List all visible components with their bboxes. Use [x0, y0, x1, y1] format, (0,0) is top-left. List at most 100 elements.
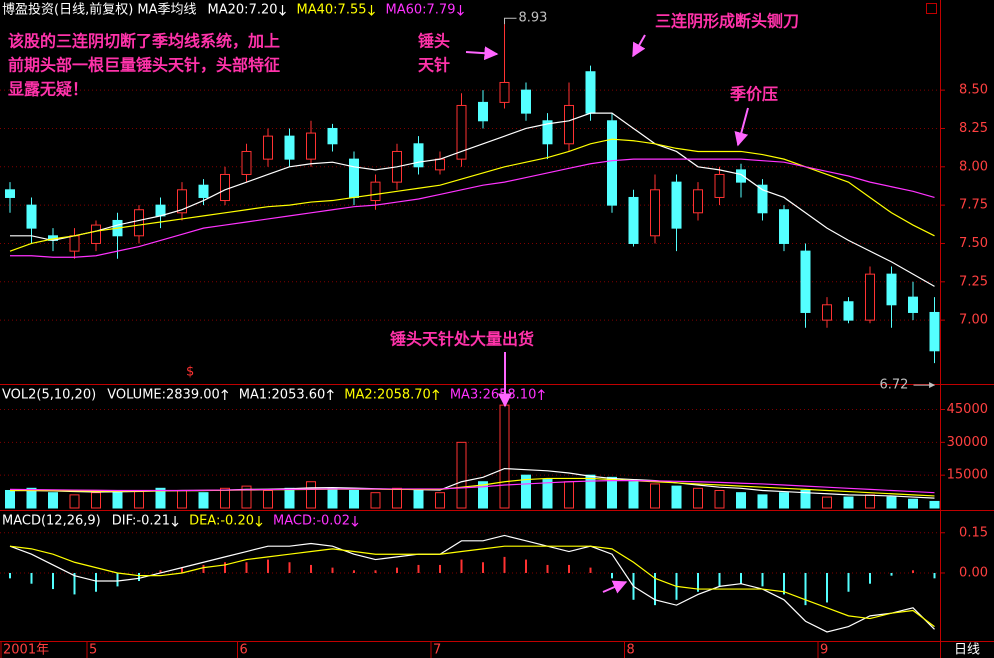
trend-arrow: [326, 389, 334, 400]
volume-bar: [714, 489, 725, 509]
y-tick-label: 30000: [947, 435, 988, 450]
candle-body: [822, 304, 832, 321]
candle-body: [843, 301, 854, 321]
volume-bar: [908, 498, 918, 509]
annotation: 该股的三连阴切断了季均线系统，加上: [8, 32, 280, 51]
candle-body: [435, 158, 445, 171]
candle-body: [564, 104, 574, 145]
volume-bar: [542, 479, 553, 509]
volume-bar: [370, 492, 381, 509]
trend-arrow: [171, 516, 179, 527]
volume-bar: [306, 481, 316, 509]
trend-arrow: [351, 516, 359, 527]
x-tick-label: 2001年: [3, 643, 49, 658]
candle-body: [757, 184, 768, 214]
candle-body: [865, 273, 875, 321]
candle-body: [542, 120, 553, 145]
legend-entry: MA2:2058.70: [344, 388, 431, 403]
candle-body: [714, 173, 725, 198]
volume-bar: [693, 487, 703, 509]
annotation-arrows: [465, 34, 749, 594]
macd-line: [9, 545, 935, 628]
annotation: 季价压: [729, 85, 778, 104]
panel-title: MACD(12,26,9): [2, 514, 101, 529]
legend-entry: MA3:2658.10: [450, 388, 537, 403]
candle-body: [198, 184, 209, 198]
volume-bar: [413, 489, 424, 509]
x-tick-label: 6: [240, 643, 248, 658]
marker: $: [186, 365, 194, 380]
volume-bar: [392, 487, 402, 509]
volume-bar: [349, 489, 359, 509]
trend-arrow: [537, 389, 545, 400]
volume-bar: [48, 492, 58, 509]
candle-body: [607, 120, 617, 206]
volume-bar: [929, 500, 940, 509]
annotation-arrow: [602, 580, 628, 594]
y-tick-label: 8.50: [959, 83, 988, 98]
volume-bar: [564, 481, 574, 509]
candle-body: [349, 158, 359, 198]
volume-bar: [69, 494, 80, 509]
candle-body: [585, 71, 596, 114]
y-tick-label: 8.00: [959, 159, 988, 174]
candle-body: [779, 209, 789, 244]
trend-arrow: [432, 389, 440, 400]
volume-bar: [5, 489, 15, 509]
candle-body: [521, 89, 531, 114]
y-tick-label: 7.50: [959, 236, 988, 251]
volume-bar: [241, 485, 252, 509]
macd-line: [9, 534, 935, 633]
panel-title: VOL2(5,10,20): [2, 388, 96, 403]
volume-bar: [886, 496, 897, 509]
volume-bar: [478, 481, 488, 509]
x-tick-label: 8: [627, 643, 635, 658]
legend-entry: MA40:7.55: [297, 3, 367, 18]
candle-body: [220, 173, 230, 202]
candle-body: [671, 181, 682, 229]
volume-bar: [26, 487, 37, 509]
x-tick-label: 7: [433, 643, 441, 658]
volume-bar: [112, 489, 123, 509]
annotation: 天针: [418, 56, 450, 75]
volume-bar: [198, 492, 209, 509]
y-tick-label: 7.75: [959, 198, 988, 213]
volume-bar: [736, 492, 746, 509]
volume-bar: [865, 494, 875, 509]
candle-body: [241, 150, 252, 175]
annotation: 锤头: [418, 32, 450, 51]
y-tick-label: 0.15: [959, 525, 988, 540]
moving-average-line: [9, 138, 935, 252]
volume-bar: [585, 474, 596, 509]
y-tick-label: 15000: [947, 468, 988, 483]
chart-title: 博盈投资(日线,前复权) MA季均线: [2, 2, 197, 18]
candle-body: [736, 169, 746, 183]
volume-bar: [177, 489, 187, 509]
volume-bar: [521, 474, 531, 509]
volume-bar: [155, 487, 166, 509]
candle-body: [370, 181, 381, 202]
candle-body: [908, 296, 918, 313]
window-icon[interactable]: [926, 3, 937, 14]
trend-arrow: [279, 5, 286, 16]
high-marker-line: [504, 17, 517, 25]
candle-body: [91, 224, 101, 244]
volume-average-line: [9, 480, 935, 494]
moving-average-line: [10, 158, 935, 258]
annotation: 显露无疑！: [8, 80, 88, 99]
candle-body: [413, 143, 424, 168]
legend-entry: MACD:-0.02: [273, 514, 350, 529]
annotation-arrow: [632, 34, 646, 58]
volume-bar: [607, 476, 617, 509]
candle-body: [134, 209, 144, 237]
volume-bar: [822, 496, 832, 509]
trend-arrow: [221, 389, 229, 400]
low-label: 6.72: [880, 378, 909, 393]
y-tick-label: 0.00: [959, 565, 988, 580]
legend-entry: MA20:7.20: [208, 3, 278, 18]
candle-body: [628, 196, 639, 244]
candle-body: [177, 189, 187, 214]
candle-body: [478, 101, 488, 122]
